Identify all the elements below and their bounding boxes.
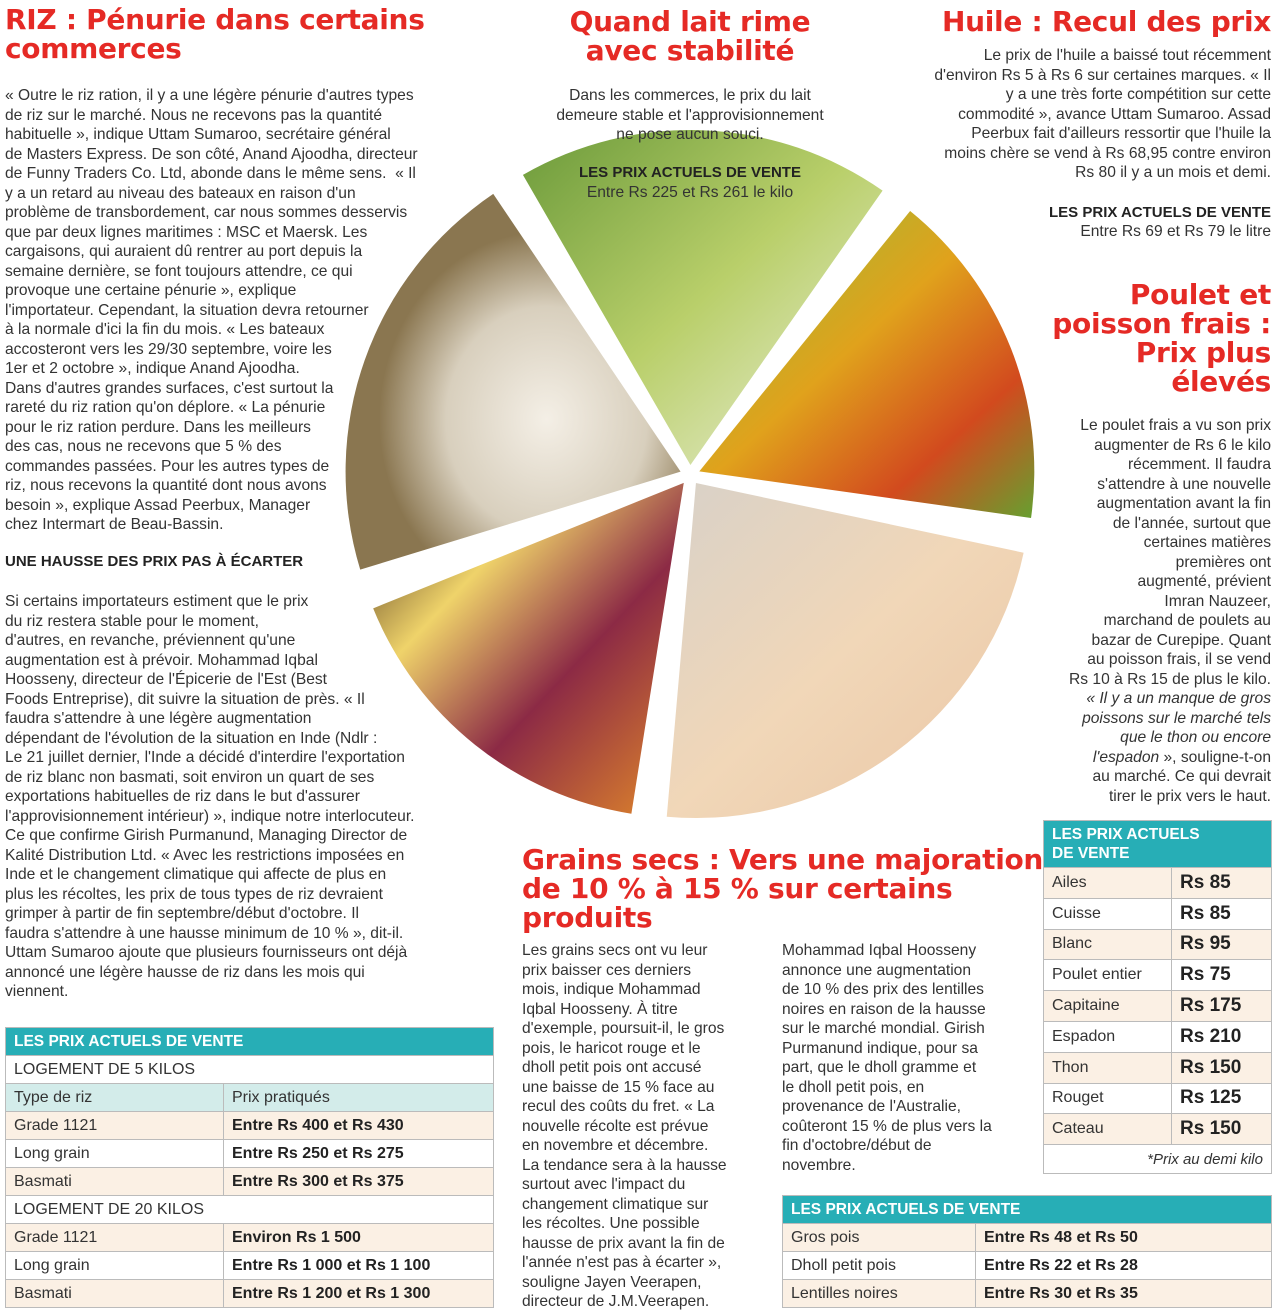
column-header: Prix pratiqués	[223, 1083, 494, 1112]
table-row: Capitaine Rs 175	[1043, 990, 1272, 1022]
item-name: Ailes	[1043, 867, 1172, 899]
poultry-fish-price-table: LES PRIX ACTUELS DE VENTE Ailes Rs 85 Cuis…	[1043, 820, 1272, 1175]
lait-price-label: LES PRIX ACTUELS DE VENTE	[579, 164, 801, 181]
item-name: Cuisse	[1043, 897, 1172, 930]
table-title: LES PRIX ACTUELS DE VENTE	[1043, 820, 1272, 868]
dry-grains-price-table: LES PRIX ACTUELS DE VENTE Gros pois Entre…	[782, 1195, 1272, 1308]
milk-photo	[522, 130, 883, 466]
item-price: Rs 150	[1171, 1051, 1272, 1084]
grains-column-1: Les grains secs ont vu leur prix baisser…	[522, 942, 727, 1310]
item-price: Rs 75	[1171, 959, 1272, 992]
table-row: Long grain Entre Rs 1 000 et Rs 1 100	[5, 1251, 494, 1280]
table-row: Basmati Entre Rs 1 200 et Rs 1 300	[5, 1279, 494, 1308]
huile-price: Entre Rs 69 et Rs 79 le litre	[1080, 223, 1271, 240]
lait-text: Dans les commerces, le prix du lait deme…	[556, 87, 824, 143]
table-row: Rouget Rs 125	[1043, 1082, 1272, 1115]
poulet-headline: Poulet et poisson frais : Prix plus élev…	[1052, 278, 1271, 398]
item-price: Rs 85	[1171, 897, 1272, 930]
grains-column-2: Mohammad Iqbal Hoosseny annonce une augm…	[782, 942, 992, 1174]
table-note: *Prix au demi kilo	[1043, 1144, 1272, 1175]
table-title: LES PRIX ACTUELS DE VENTE	[782, 1195, 1272, 1224]
item-name: Capitaine	[1043, 990, 1172, 1022]
huile-headline: Huile : Recul des prix	[941, 5, 1271, 38]
table-row: Ailes Rs 85	[1043, 867, 1272, 899]
table-row: Grade 1121 Entre Rs 400 et Rs 430	[5, 1111, 494, 1140]
item-price: Rs 85	[1171, 867, 1272, 899]
table-row: Grade 1121 Environ Rs 1 500	[5, 1223, 494, 1252]
table-row: Gros pois Entre Rs 48 et Rs 50	[782, 1223, 1272, 1252]
riz-subheading: UNE HAUSSE DES PRIX PAS À ÉCARTER	[5, 553, 304, 570]
column-header: Type de riz	[5, 1083, 224, 1112]
poulet-quote: « Il y a un manque de gros poissons sur …	[1082, 690, 1271, 766]
table-row: Long grain Entre Rs 250 et Rs 275	[5, 1139, 494, 1168]
item-name: Rouget	[1043, 1082, 1172, 1115]
item-price: Rs 210	[1171, 1020, 1272, 1053]
table-group: LOGEMENT DE 5 KILOS	[5, 1055, 494, 1084]
table-row: Blanc Rs 95	[1043, 928, 1272, 961]
table-row: Cuisse Rs 85	[1043, 897, 1272, 930]
table-row: Dholl petit pois Entre Rs 22 et Rs 28	[782, 1251, 1272, 1280]
oil-photo	[699, 210, 1035, 518]
riz-paragraph-2: Si certains importateurs estiment que le…	[5, 593, 415, 1000]
grains-headline: Grains secs : Vers une majoration de 10 …	[522, 843, 1044, 934]
item-name: Poulet entier	[1043, 959, 1172, 992]
item-price: Rs 95	[1171, 928, 1272, 961]
table-row: Espadon Rs 210	[1043, 1020, 1272, 1053]
riz-headline: RIZ : Pénurie dans certains commerces	[5, 3, 425, 65]
item-price: Rs 150	[1171, 1113, 1272, 1146]
rice-price-table: LES PRIX ACTUELS DE VENTE LOGEMENT DE 5 …	[5, 1027, 494, 1308]
chicken-photo	[666, 483, 1024, 819]
table-title: LES PRIX ACTUELS DE VENTE	[5, 1027, 494, 1056]
table-group: LOGEMENT DE 20 KILOS	[5, 1195, 494, 1224]
table-row: Lentilles noires Entre Rs 30 et Rs 35	[782, 1279, 1272, 1308]
poulet-text: Le poulet frais a vu son prix augmenter …	[1069, 417, 1271, 805]
item-name: Cateau	[1043, 1113, 1172, 1146]
table-row: Cateau Rs 150	[1043, 1113, 1272, 1146]
item-name: Thon	[1043, 1051, 1172, 1084]
lait-price: Entre Rs 225 et Rs 261 le kilo	[586, 184, 794, 201]
riz-paragraph-1: « Outre le riz ration, il y a une légère…	[5, 87, 418, 533]
huile-price-label: LES PRIX ACTUELS DE VENTE	[1049, 204, 1271, 221]
table-row: Poulet entier Rs 75	[1043, 959, 1272, 992]
lait-headline: Quand lait rime avec stabilité	[569, 5, 811, 67]
item-name: Blanc	[1043, 928, 1172, 961]
huile-text: Le prix de l'huile a baissé tout récemme…	[934, 47, 1271, 181]
item-price: Rs 175	[1171, 990, 1272, 1022]
item-name: Espadon	[1043, 1020, 1172, 1053]
dry-beans-photo	[373, 482, 684, 814]
table-row: Basmati Entre Rs 300 et Rs 375	[5, 1167, 494, 1196]
item-price: Rs 125	[1171, 1082, 1272, 1115]
table-row: Thon Rs 150	[1043, 1051, 1272, 1084]
rice-photo	[345, 193, 681, 570]
